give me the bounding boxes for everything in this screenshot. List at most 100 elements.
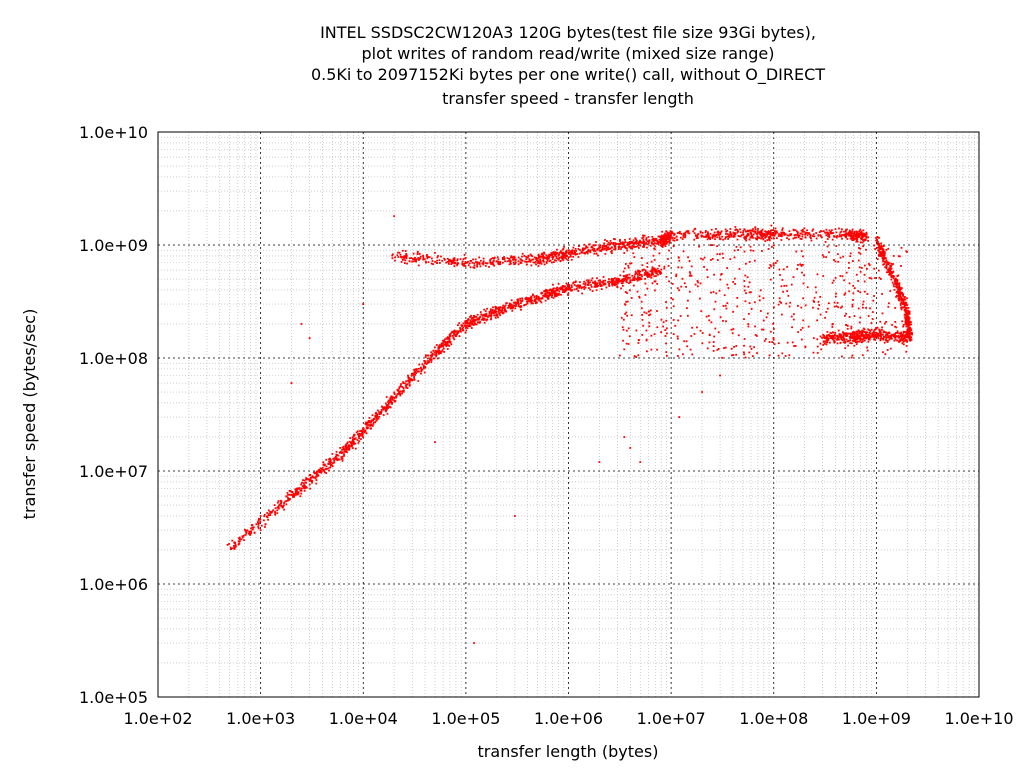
data-point: [591, 277, 594, 280]
data-point: [616, 277, 618, 280]
data-point: [885, 332, 888, 335]
data-point: [598, 246, 601, 248]
data-point: [603, 242, 606, 245]
data-point: [551, 258, 554, 260]
data-point: [735, 228, 738, 231]
data-point: [863, 328, 866, 331]
data-point: [896, 286, 899, 289]
data-point: [908, 313, 911, 315]
data-point: [621, 284, 624, 287]
data-point: [386, 405, 389, 407]
data-point: [393, 399, 396, 402]
data-point: [663, 267, 666, 270]
data-point: [830, 336, 832, 339]
data-point: [830, 332, 833, 335]
data-point: [760, 229, 763, 232]
data-point: [861, 332, 864, 335]
data-point: [622, 328, 625, 331]
data-point: [838, 233, 841, 236]
data-point: [648, 275, 651, 278]
data-point: [376, 418, 379, 421]
data-point: [551, 288, 554, 291]
data-point: [587, 282, 590, 285]
data-point: [451, 330, 454, 333]
data-point: [451, 262, 454, 265]
data-point: [822, 334, 825, 336]
data-point: [710, 321, 713, 324]
data-point: [640, 274, 643, 276]
data-point: [900, 331, 902, 334]
data-point: [806, 234, 809, 237]
data-point: [234, 543, 237, 546]
data-point: [567, 259, 569, 262]
data-point: [370, 427, 372, 430]
data-point: [521, 259, 524, 262]
data-point: [826, 233, 829, 236]
data-point: [450, 263, 453, 266]
data-point: [906, 329, 909, 331]
data-point: [786, 234, 789, 237]
data-point: [881, 328, 883, 331]
data-point: [484, 262, 487, 265]
data-point: [609, 242, 612, 245]
data-point: [802, 230, 805, 233]
data-point: [424, 365, 427, 368]
data-point: [692, 230, 695, 233]
data-point: [827, 235, 829, 238]
data-point: [713, 335, 716, 338]
data-point: [725, 307, 728, 310]
data-point: [746, 233, 749, 236]
data-point: [249, 532, 251, 535]
data-point: [642, 240, 645, 243]
data-point: [875, 332, 878, 334]
data-point: [297, 487, 300, 490]
data-point: [865, 236, 868, 239]
data-point: [472, 258, 474, 261]
data-point: [888, 302, 890, 305]
data-point: [852, 236, 854, 238]
data-point: [890, 265, 893, 267]
data-point: [378, 415, 381, 418]
data-point: [688, 271, 691, 274]
data-point: [675, 275, 677, 278]
data-point: [822, 344, 825, 346]
data-point: [530, 302, 533, 305]
data-point: [678, 232, 681, 235]
data-point: [683, 282, 686, 285]
data-point: [502, 311, 505, 314]
data-point: [446, 341, 448, 344]
data-point: [852, 284, 855, 287]
data-point: [891, 337, 893, 340]
data-point: [283, 502, 286, 504]
data-point: [772, 244, 775, 247]
data-point: [801, 235, 804, 238]
data-point: [267, 509, 270, 512]
data-point: [267, 518, 269, 521]
data-point: [497, 262, 500, 265]
data-point: [874, 248, 877, 250]
data-point: [517, 305, 520, 308]
data-point: [491, 262, 493, 265]
data-point: [529, 297, 531, 299]
data-point: [716, 259, 719, 261]
data-point: [559, 260, 562, 262]
data-point: [866, 346, 869, 349]
data-point: [879, 331, 881, 334]
data-point: [625, 276, 628, 279]
data-point: [840, 338, 843, 341]
data-point: [445, 344, 448, 347]
data-point: [561, 252, 564, 254]
data-point: [600, 250, 603, 252]
data-point: [907, 326, 910, 329]
data-point: [549, 288, 552, 291]
data-point: [414, 368, 417, 371]
data-point: [489, 259, 491, 262]
data-point: [459, 329, 462, 332]
data-point: [801, 271, 803, 274]
data-point: [405, 252, 408, 255]
data-point: [900, 308, 903, 311]
data-point: [404, 382, 406, 385]
data-point: [506, 260, 509, 263]
data-point: [618, 354, 621, 357]
